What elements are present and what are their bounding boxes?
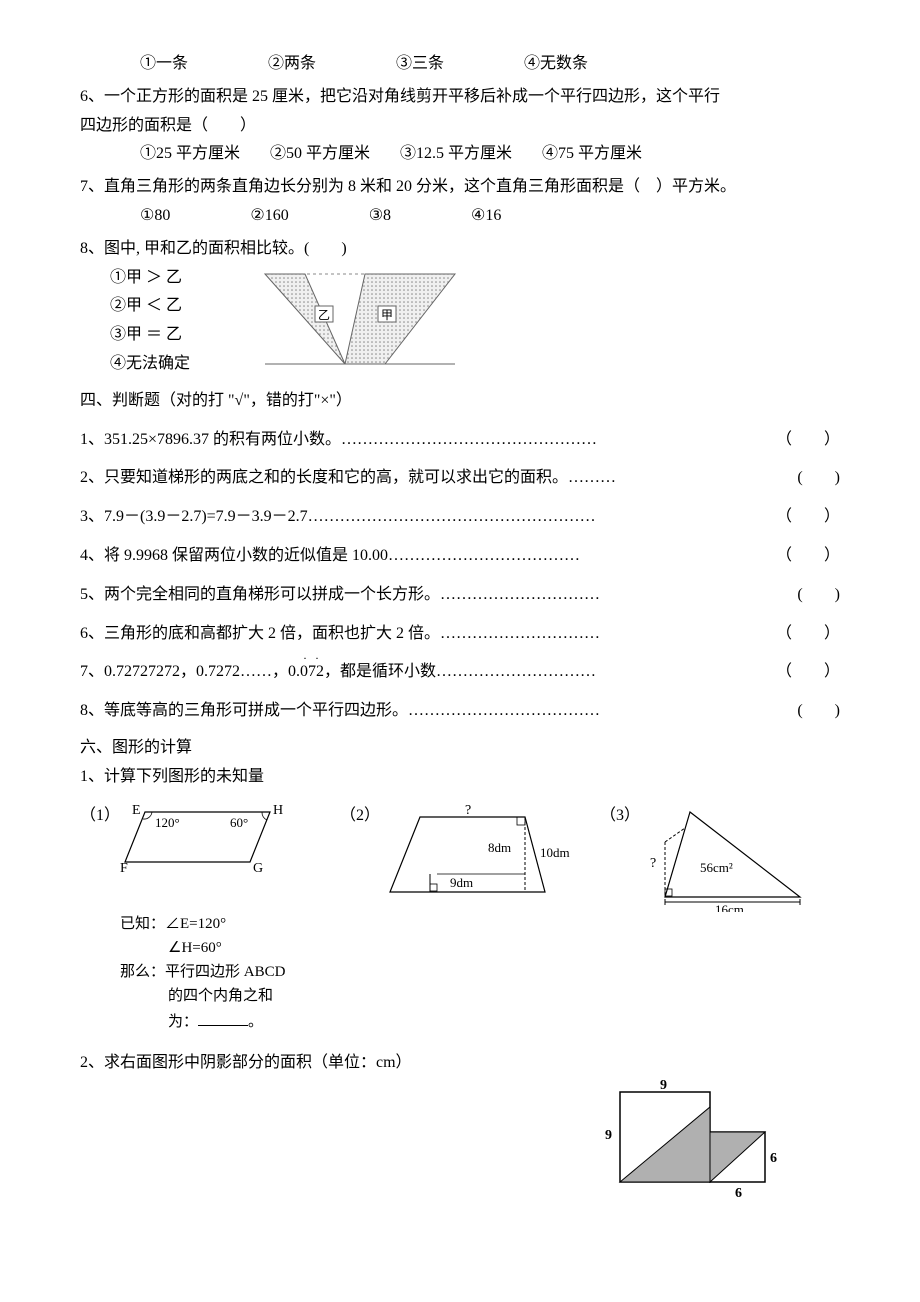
shaded-diagram-container: 9 9 6 6 <box>590 1077 790 1218</box>
q8-diagram: 乙 甲 <box>250 264 470 374</box>
geometry-row: （1） E H F G 120° 60° （2） ? <box>80 802 840 912</box>
judge-1-paren: （ ） <box>776 426 840 455</box>
q7-options-row: ①80 ②160 ③8 ④16 <box>80 202 840 231</box>
geom3-area: 56cm² <box>700 860 733 875</box>
q5-options-row: ①一条 ②两条 ③三条 ④无数条 <box>80 50 840 79</box>
judge-1-text: 1、351.25×7896.37 的积有两位小数。………………………………………… <box>80 426 597 455</box>
section-4-title: 四、判断题（对的打 "√"，错的打"×"） <box>80 387 840 416</box>
judge-7-dots: ·· <box>303 648 327 670</box>
geometry-item-1: （1） E H F G 120° 60° <box>80 802 320 872</box>
q8-option-c: ③甲 ＝ 乙 <box>110 321 190 350</box>
judge-4-paren: （ ） <box>776 542 840 571</box>
geom1-angle1: 120° <box>155 815 180 830</box>
judge-5-paren: ( ) <box>797 581 840 610</box>
geom3-qmark: ? <box>650 856 656 871</box>
q8-option-b: ②甲 ＜ 乙 <box>110 292 190 321</box>
geometry-item-3: （3） ? 56cm² 16cm <box>600 802 840 912</box>
geom3-base: 16cm <box>715 902 744 912</box>
shaded-diagram: 9 9 6 6 <box>590 1077 790 1207</box>
judge-6: 6、三角形的底和高都扩大 2 倍，面积也扩大 2 倍。………………………… （ … <box>80 620 840 649</box>
judge-5: 5、两个完全相同的直角梯形可以拼成一个长方形。………………………… ( ) <box>80 581 840 610</box>
geom1-note2: ∠H=60° <box>120 936 840 960</box>
geom1-note5: 为： <box>168 1014 198 1030</box>
q6-options-row: ①25 平方厘米 ②50 平方厘米 ③12.5 平方厘米 ④75 平方厘米 <box>80 140 840 169</box>
geom1-F: F <box>120 861 128 872</box>
judge-8-text: 8、等底等高的三角形可拼成一个平行四边形。……………………………… <box>80 697 600 726</box>
q5-option-c: ③三条 <box>396 50 444 79</box>
shaded-top-9: 9 <box>660 1078 667 1093</box>
judge-1: 1、351.25×7896.37 的积有两位小数。………………………………………… <box>80 426 840 455</box>
geom1-G: G <box>253 861 263 872</box>
q8-label-yi: 乙 <box>318 308 330 322</box>
q7-option-d: ④16 <box>471 202 501 231</box>
geom2-qmark: ? <box>465 803 471 818</box>
q6-text-line1: 6、一个正方形的面积是 25 厘米，把它沿对角线剪开平移后补成一个平行四边形，这… <box>80 83 840 112</box>
geometry-item-2: （2） ? 8dm 10dm 9dm <box>340 802 580 902</box>
section-6-title: 六、图形的计算 <box>80 734 840 763</box>
judge-7-paren: （ ） <box>776 658 840 687</box>
judge-3: 3、7.9－(3.9－2.7)=7.9－3.9－2.7…………………………………… <box>80 503 840 532</box>
judge-7: ·· 7、0.72727272，0.7272……，0.072，都是循环小数………… <box>80 658 840 687</box>
geom1-diagram: E H F G 120° 60° <box>120 802 290 872</box>
judge-3-text: 3、7.9－(3.9－2.7)=7.9－3.9－2.7…………………………………… <box>80 503 596 532</box>
judge-4-text: 4、将 9.9968 保留两位小数的近似值是 10.00……………………………… <box>80 542 580 571</box>
q5-option-d: ④无数条 <box>524 50 588 79</box>
geom2-label: （2） <box>340 802 380 831</box>
geom1-note6: 。 <box>248 1014 263 1030</box>
geom1-H: H <box>273 803 283 818</box>
geom1-E: E <box>132 803 141 818</box>
geom3-label: （3） <box>600 802 640 831</box>
question-8: 8、图中, 甲和乙的面积相比较。( ) ①甲 ＞ 乙 ②甲 ＜ 乙 ③甲 ＝ 乙… <box>80 235 840 379</box>
q8-label-jia: 甲 <box>381 308 393 322</box>
judge-2: 2、只要知道梯形的两底之和的长度和它的高，就可以求出它的面积。……… ( ) <box>80 464 840 493</box>
shaded-left-9: 9 <box>605 1128 612 1143</box>
q5-option-b: ②两条 <box>268 50 316 79</box>
q7-text: 7、直角三角形的两条直角边长分别为 8 米和 20 分米，这个直角三角形面积是（… <box>80 173 840 202</box>
judge-5-text: 5、两个完全相同的直角梯形可以拼成一个长方形。………………………… <box>80 581 600 610</box>
geom1-note3: 那么：平行四边形 ABCD <box>120 960 840 984</box>
geom1-notes: 已知：∠E=120° ∠H=60° 那么：平行四边形 ABCD 的四个内角之和 … <box>80 912 840 1034</box>
judge-8-paren: ( ) <box>797 697 840 726</box>
geom3-diagram: ? 56cm² 16cm <box>640 802 820 912</box>
s6-q2-text: 2、求右面图形中阴影部分的面积（单位：cm） <box>80 1049 840 1078</box>
q8-options: ①甲 ＞ 乙 ②甲 ＜ 乙 ③甲 ＝ 乙 ④无法确定 <box>80 264 190 379</box>
judge-3-paren: （ ） <box>776 503 840 532</box>
question-7: 7、直角三角形的两条直角边长分别为 8 米和 20 分米，这个直角三角形面积是（… <box>80 173 840 231</box>
judge-6-paren: （ ） <box>776 620 840 649</box>
geom1-note1: 已知：∠E=120° <box>120 912 840 936</box>
q8-option-d: ④无法确定 <box>110 350 190 379</box>
q6-option-a: ①25 平方厘米 <box>140 140 240 169</box>
judge-8: 8、等底等高的三角形可拼成一个平行四边形。……………………………… ( ) <box>80 697 840 726</box>
judge-7-text: 7、0.72727272，0.7272……，0.072，都是循环小数………………… <box>80 658 596 687</box>
judge-6-text: 6、三角形的底和高都扩大 2 倍，面积也扩大 2 倍。………………………… <box>80 620 600 649</box>
q5-option-a: ①一条 <box>140 50 188 79</box>
q7-option-b: ②160 <box>250 202 288 231</box>
judge-2-paren: ( ) <box>797 464 840 493</box>
q7-option-a: ①80 <box>140 202 170 231</box>
q6-option-b: ②50 平方厘米 <box>270 140 370 169</box>
geom1-label: （1） <box>80 802 120 831</box>
q6-option-c: ③12.5 平方厘米 <box>400 140 512 169</box>
geom2-d2: 10dm <box>540 845 570 860</box>
geom2-diagram: ? 8dm 10dm 9dm <box>380 802 570 902</box>
s6-q1-text: 1、计算下列图形的未知量 <box>80 763 840 792</box>
geom1-note4: 的四个内角之和 <box>120 984 840 1008</box>
geom2-d1: 8dm <box>488 840 511 855</box>
geom1-angle2: 60° <box>230 815 248 830</box>
judge-2-text: 2、只要知道梯形的两底之和的长度和它的高，就可以求出它的面积。……… <box>80 464 616 493</box>
q6-option-d: ④75 平方厘米 <box>542 140 642 169</box>
judge-4: 4、将 9.9968 保留两位小数的近似值是 10.00………………………………… <box>80 542 840 571</box>
geom2-d3: 9dm <box>450 875 473 890</box>
geom1-blank <box>198 1008 248 1026</box>
q6-text-line2: 四边形的面积是（ ） <box>80 112 840 141</box>
q8-text: 8、图中, 甲和乙的面积相比较。( ) <box>80 235 840 264</box>
q8-option-a: ①甲 ＞ 乙 <box>110 264 190 293</box>
shaded-right-6: 6 <box>770 1151 777 1166</box>
shaded-bottom-6: 6 <box>735 1186 742 1201</box>
q7-option-c: ③8 <box>369 202 391 231</box>
question-6: 6、一个正方形的面积是 25 厘米，把它沿对角线剪开平移后补成一个平行四边形，这… <box>80 83 840 169</box>
